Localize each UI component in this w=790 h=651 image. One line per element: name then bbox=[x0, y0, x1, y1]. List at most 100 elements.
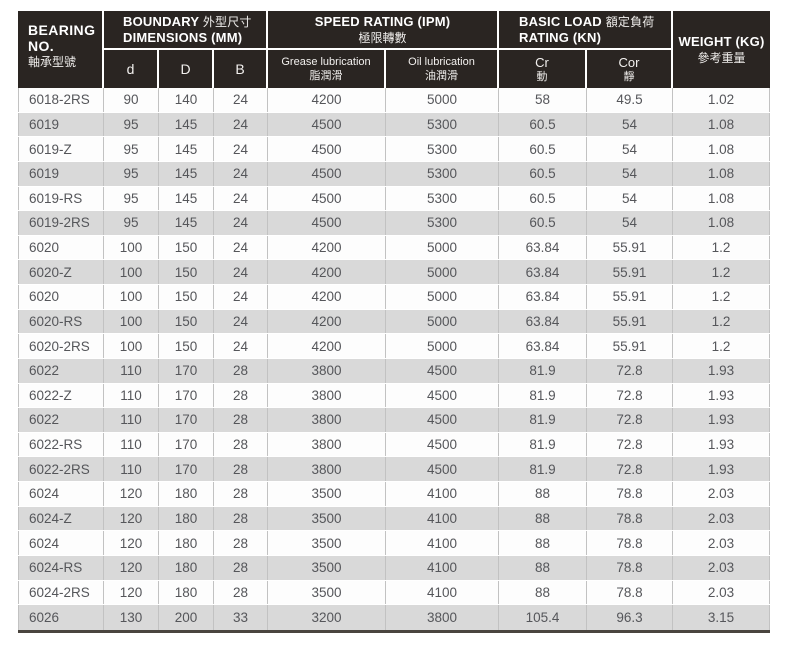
cell-oil-speed: 4500 bbox=[386, 358, 499, 383]
cell-cor: 54 bbox=[587, 211, 673, 235]
header-boundary-line2: DIMENSIONS (MM) bbox=[123, 29, 243, 45]
cell-weight: 1.93 bbox=[673, 358, 770, 383]
cell-grease-speed: 4200 bbox=[268, 260, 386, 284]
cell-B: 24 bbox=[214, 112, 268, 137]
table-row: 6019 95 145 24 4500 5300 60.5 54 1.08 bbox=[18, 161, 770, 187]
header-bearing-zh: 軸承型號 bbox=[28, 55, 77, 69]
cell-D: 180 bbox=[159, 531, 214, 555]
table-row: 6026 130 200 33 3200 3800 105.4 96.3 3.15 bbox=[18, 605, 770, 630]
cell-oil-speed: 5300 bbox=[386, 161, 499, 186]
cell-cr: 88 bbox=[499, 506, 587, 531]
cell-B: 28 bbox=[214, 432, 268, 457]
cell-grease-speed: 4200 bbox=[268, 235, 386, 260]
cell-cor: 54 bbox=[587, 137, 673, 161]
cell-cr: 81.9 bbox=[499, 432, 587, 457]
table-row: 6019-RS 95 145 24 4500 5300 60.5 54 1.08 bbox=[18, 186, 770, 212]
cell-weight: 1.08 bbox=[673, 112, 770, 137]
cell-B: 24 bbox=[214, 235, 268, 260]
cell-oil-speed: 4500 bbox=[386, 408, 499, 432]
table-row: 6024-2RS 120 180 28 3500 4100 88 78.8 2.03 bbox=[18, 580, 770, 606]
cell-grease-speed: 3800 bbox=[268, 358, 386, 383]
cell-bearing-no: 6024-RS bbox=[18, 555, 104, 580]
cell-B: 24 bbox=[214, 285, 268, 309]
table-body: 6018-2RS 90 140 24 4200 5000 58 49.5 1.02 6019 95 1… bbox=[18, 88, 770, 633]
cell-bearing-no: 6024-2RS bbox=[18, 580, 104, 605]
cell-B: 28 bbox=[214, 383, 268, 408]
cell-oil-speed: 5300 bbox=[386, 137, 499, 161]
cell-B: 24 bbox=[214, 260, 268, 284]
cell-d: 95 bbox=[104, 186, 159, 211]
cell-weight: 1.02 bbox=[673, 88, 770, 112]
cell-oil-speed: 5000 bbox=[386, 88, 499, 112]
cell-cr: 81.9 bbox=[499, 358, 587, 383]
cell-oil-speed: 4100 bbox=[386, 555, 499, 580]
cell-weight: 1.2 bbox=[673, 309, 770, 334]
cell-d: 120 bbox=[104, 482, 159, 506]
cell-bearing-no: 6022-Z bbox=[18, 383, 104, 408]
cell-D: 170 bbox=[159, 358, 214, 383]
header-bearing-no: BEARING NO. 軸承型號 bbox=[18, 11, 104, 88]
cell-D: 170 bbox=[159, 383, 214, 408]
cell-bearing-no: 6024 bbox=[18, 531, 104, 555]
cell-cr: 60.5 bbox=[499, 112, 587, 137]
cell-weight: 1.08 bbox=[673, 211, 770, 235]
cell-weight: 1.2 bbox=[673, 285, 770, 309]
cell-d: 95 bbox=[104, 161, 159, 186]
cell-B: 24 bbox=[214, 334, 268, 358]
cell-cr: 60.5 bbox=[499, 137, 587, 161]
cell-grease-speed: 4200 bbox=[268, 334, 386, 358]
cell-bearing-no: 6019-RS bbox=[18, 186, 104, 211]
cell-cor: 55.91 bbox=[587, 285, 673, 309]
cell-weight: 1.2 bbox=[673, 260, 770, 284]
cell-d: 95 bbox=[104, 112, 159, 137]
bearing-spec-table: BEARING NO. 軸承型號 BOUNDARY 外型尺寸 DIMENSION… bbox=[18, 11, 770, 633]
cell-weight: 1.93 bbox=[673, 408, 770, 432]
cell-weight: 1.2 bbox=[673, 235, 770, 260]
cell-d: 130 bbox=[104, 605, 159, 630]
cell-cr: 58 bbox=[499, 88, 587, 112]
cell-B: 28 bbox=[214, 531, 268, 555]
cell-B: 28 bbox=[214, 358, 268, 383]
cell-weight: 2.03 bbox=[673, 531, 770, 555]
cell-weight: 1.08 bbox=[673, 186, 770, 211]
table-row: 6022-RS 110 170 28 3800 4500 81.9 72.8 1.93 bbox=[18, 432, 770, 458]
cell-D: 150 bbox=[159, 334, 214, 358]
cell-B: 28 bbox=[214, 555, 268, 580]
cell-cor: 72.8 bbox=[587, 432, 673, 457]
cell-D: 145 bbox=[159, 137, 214, 161]
table-row: 6024-Z 120 180 28 3500 4100 88 78.8 2.03 bbox=[18, 506, 770, 532]
cell-d: 120 bbox=[104, 506, 159, 531]
cell-bearing-no: 6024 bbox=[18, 482, 104, 506]
cell-grease-speed: 3500 bbox=[268, 531, 386, 555]
cell-cr: 63.84 bbox=[499, 285, 587, 309]
cell-oil-speed: 5000 bbox=[386, 235, 499, 260]
cell-B: 28 bbox=[214, 457, 268, 481]
cell-B: 24 bbox=[214, 161, 268, 186]
cell-cr: 63.84 bbox=[499, 334, 587, 358]
cell-oil-speed: 5000 bbox=[386, 285, 499, 309]
header-speed-rating: SPEED RATING (IPM) 極限轉數 bbox=[268, 11, 499, 50]
cell-grease-speed: 4200 bbox=[268, 309, 386, 334]
table-row: 6019-2RS 95 145 24 4500 5300 60.5 54 1.08 bbox=[18, 211, 770, 236]
cell-bearing-no: 6020-Z bbox=[18, 260, 104, 284]
cell-cor: 78.8 bbox=[587, 531, 673, 555]
cell-B: 28 bbox=[214, 482, 268, 506]
cell-d: 100 bbox=[104, 309, 159, 334]
table-row: 6024 120 180 28 3500 4100 88 78.8 2.03 bbox=[18, 482, 770, 507]
cell-oil-speed: 4100 bbox=[386, 482, 499, 506]
cell-B: 24 bbox=[214, 137, 268, 161]
cell-B: 24 bbox=[214, 211, 268, 235]
header-speed-en: SPEED RATING (IPM) bbox=[314, 13, 451, 29]
cell-oil-speed: 4100 bbox=[386, 506, 499, 531]
table-row: 6022-Z 110 170 28 3800 4500 81.9 72.8 1.93 bbox=[18, 383, 770, 409]
cell-bearing-no: 6020 bbox=[18, 235, 104, 260]
header-bearing-line1: BEARING bbox=[28, 22, 96, 38]
cell-D: 170 bbox=[159, 432, 214, 457]
cell-bearing-no: 6020 bbox=[18, 285, 104, 309]
cell-grease-speed: 4200 bbox=[268, 88, 386, 112]
table-row: 6019 95 145 24 4500 5300 60.5 54 1.08 bbox=[18, 112, 770, 138]
cell-bearing-no: 6026 bbox=[18, 605, 104, 630]
header-weight-zh: 參考重量 bbox=[697, 50, 746, 65]
cell-d: 110 bbox=[104, 432, 159, 457]
cell-bearing-no: 6019-Z bbox=[18, 137, 104, 161]
